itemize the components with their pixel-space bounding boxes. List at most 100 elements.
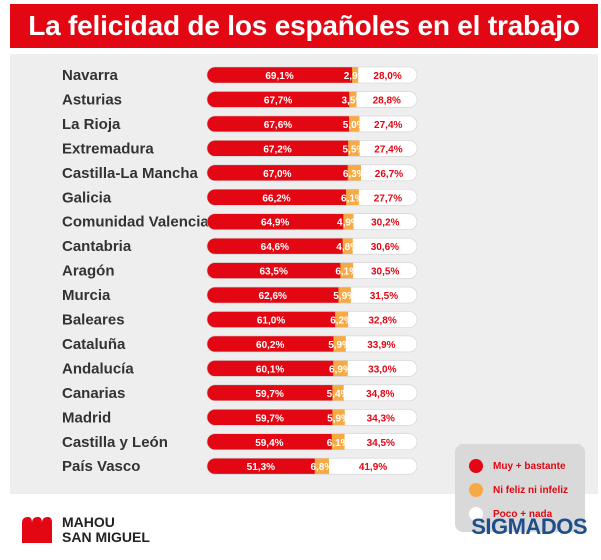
bar-segment-2 — [352, 238, 417, 255]
bar-group — [207, 189, 417, 206]
mahou-logo-text: MAHOU SAN MIGUEL — [62, 515, 150, 545]
data-label: 6,9% — [329, 364, 352, 375]
data-label: 28,8% — [373, 95, 401, 106]
category-label: Navarra — [62, 67, 119, 84]
category-label: Canarias — [62, 385, 125, 402]
data-label: 60,1% — [256, 364, 284, 375]
bar-segment-1 — [314, 458, 330, 475]
category-label: Baleares — [62, 312, 125, 329]
bar-outline — [206, 384, 418, 402]
data-label: 60,2% — [256, 340, 284, 351]
bar-segment-2 — [360, 164, 417, 181]
bar-segment-2 — [345, 335, 417, 352]
data-label: 59,7% — [256, 413, 284, 424]
legend-swatch-muy — [469, 459, 483, 473]
chart-panel: Navarra 69,1% 2,9% 28,0% Asturias 67,7% 3,5% 28… — [10, 54, 598, 532]
bar-segment-0 — [207, 67, 353, 83]
bar-segment-0 — [207, 115, 350, 132]
chart-title-text: La felicidad de los españoles en el trab… — [28, 10, 580, 41]
category-label: País Vasco — [62, 458, 140, 475]
mahou-m-icon — [22, 517, 52, 543]
bar-segment-1 — [335, 311, 349, 328]
bar-group — [207, 311, 417, 328]
bar-segment-0 — [207, 287, 339, 304]
chart-title: La felicidad de los españoles en el trab… — [10, 4, 598, 48]
category-label: Extremadura — [62, 140, 154, 157]
data-label: 67,6% — [264, 120, 292, 131]
data-label: 34,5% — [367, 438, 395, 449]
bar-group — [207, 287, 417, 304]
bar-segment-2 — [347, 360, 417, 377]
data-label: 6,1% — [335, 267, 358, 278]
bar-segment-2 — [359, 140, 417, 157]
data-label: 32,8% — [368, 316, 396, 327]
data-label: 67,0% — [263, 169, 291, 180]
category-label: Comunidad Valenciana — [62, 214, 227, 231]
bar-segment-2 — [343, 384, 417, 401]
category-label: Castilla-La Mancha — [62, 165, 199, 182]
bar-group — [207, 213, 417, 230]
bar-segment-1 — [348, 140, 361, 157]
data-label: 27,4% — [374, 144, 402, 155]
bar-group — [207, 409, 417, 426]
bar-segment-1 — [332, 409, 346, 426]
data-label: 67,2% — [263, 144, 291, 155]
legend-item-poco: Poco + nada — [469, 506, 552, 522]
bar-segment-0 — [207, 311, 336, 328]
data-label: 30,6% — [371, 242, 399, 253]
category-label: Madrid — [62, 409, 111, 426]
bar-segment-0 — [207, 433, 333, 450]
bar-outline — [206, 91, 418, 108]
bar-segment-0 — [207, 335, 334, 352]
bar-segment-1 — [348, 115, 360, 132]
category-label: Aragón — [62, 263, 115, 280]
bar-segment-1 — [333, 360, 349, 377]
bar-group — [207, 140, 417, 157]
data-label: 59,4% — [255, 438, 283, 449]
bar-segment-1 — [332, 384, 345, 401]
bar-group — [207, 458, 417, 475]
data-label: 63,5% — [259, 267, 287, 278]
category-label: Galicia — [62, 189, 112, 206]
data-label: 6,2% — [330, 316, 353, 327]
data-label: 61,0% — [257, 316, 285, 327]
data-label: 67,7% — [264, 95, 292, 106]
bar-segment-0 — [207, 360, 334, 377]
mahou-logo-line2: SAN MIGUEL — [62, 529, 150, 545]
bar-segment-0 — [207, 213, 344, 230]
data-label: 69,1% — [265, 71, 293, 82]
data-label: 51,3% — [247, 462, 275, 473]
data-label: 34,8% — [366, 389, 394, 400]
bar-segment-0 — [207, 384, 333, 401]
bar-segment-0 — [207, 262, 341, 279]
bar-segment-2 — [358, 67, 417, 83]
category-label: Cantabria — [62, 238, 132, 255]
bar-segment-0 — [207, 189, 347, 206]
category-label: Castilla y León — [62, 434, 168, 451]
data-label: 6,3% — [343, 169, 366, 180]
bar-group — [207, 164, 417, 181]
bar-segment-1 — [333, 335, 347, 352]
bar-segment-2 — [329, 458, 417, 475]
bar-group — [207, 238, 417, 255]
data-label: 64,9% — [261, 218, 289, 229]
bar-segment-2 — [353, 262, 417, 279]
bar-segment-2 — [358, 189, 417, 206]
legend-item-ni: Ni feliz ni infeliz — [469, 482, 568, 498]
legend-label-poco: Poco + nada — [493, 508, 553, 520]
data-label: 27,7% — [374, 193, 402, 204]
bar-outline — [206, 213, 418, 230]
data-label: 27,4% — [374, 120, 402, 131]
legend-label-ni: Ni feliz ni infeliz — [493, 484, 569, 496]
bar-outline — [206, 237, 418, 255]
bar-segment-1 — [338, 287, 352, 304]
bar-group — [207, 384, 417, 401]
data-label: 64,6% — [261, 242, 289, 253]
data-label: 5,5% — [342, 144, 365, 155]
bar-group — [207, 91, 417, 108]
bar-segment-2 — [353, 213, 417, 230]
bar-outline — [206, 286, 418, 304]
bar-segment-2 — [348, 311, 417, 328]
bar-segment-0 — [207, 91, 350, 108]
data-label: 6,8% — [310, 462, 333, 473]
